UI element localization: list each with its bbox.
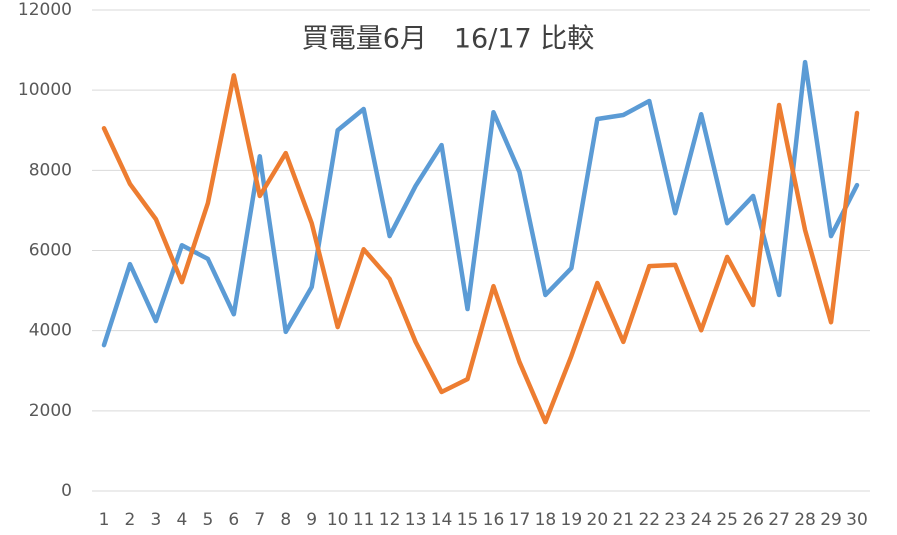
y-tick-label: 4000 [29, 321, 72, 341]
x-tick-label: 20 [587, 510, 609, 530]
x-tick-label: 5 [202, 510, 213, 530]
x-tick-label: 11 [353, 510, 375, 530]
x-tick-label: 22 [638, 510, 660, 530]
x-tick-label: 1 [99, 510, 110, 530]
x-tick-label: 12 [379, 510, 401, 530]
x-tick-label: 21 [612, 510, 634, 530]
y-tick-label: 8000 [29, 160, 72, 180]
series-line [101, 59, 860, 348]
x-tick-label: 10 [327, 510, 349, 530]
x-tick-label: 3 [151, 510, 162, 530]
x-tick-label: 27 [768, 510, 790, 530]
y-tick-label: 10000 [18, 80, 72, 100]
y-tick-label: 6000 [29, 241, 72, 261]
x-tick-label: 17 [509, 510, 531, 530]
x-tick-label: 29 [820, 510, 842, 530]
y-tick-label: 0 [61, 481, 72, 501]
x-tick-label: 6 [228, 510, 239, 530]
x-tick-label: 23 [664, 510, 686, 530]
x-tick-label: 13 [405, 510, 427, 530]
x-tick-label: 9 [306, 510, 317, 530]
x-tick-label: 25 [716, 510, 738, 530]
x-tick-label: 28 [794, 510, 816, 530]
x-tick-label: 19 [561, 510, 583, 530]
x-tick-label: 4 [176, 510, 187, 530]
x-tick-label: 15 [457, 510, 479, 530]
x-tick-label: 7 [254, 510, 265, 530]
y-tick-label: 12000 [18, 0, 72, 20]
x-tick-label: 18 [535, 510, 557, 530]
x-tick-label: 26 [742, 510, 764, 530]
y-tick-label: 2000 [29, 401, 72, 421]
chart-title: 買電量6月 16/17 比較 [302, 24, 595, 55]
x-tick-label: 16 [483, 510, 505, 530]
x-tick-label: 30 [846, 510, 868, 530]
series-line [101, 73, 860, 425]
x-tick-label: 14 [431, 510, 453, 530]
x-tick-label: 2 [125, 510, 136, 530]
x-tick-label: 24 [690, 510, 712, 530]
x-tick-label: 8 [280, 510, 291, 530]
